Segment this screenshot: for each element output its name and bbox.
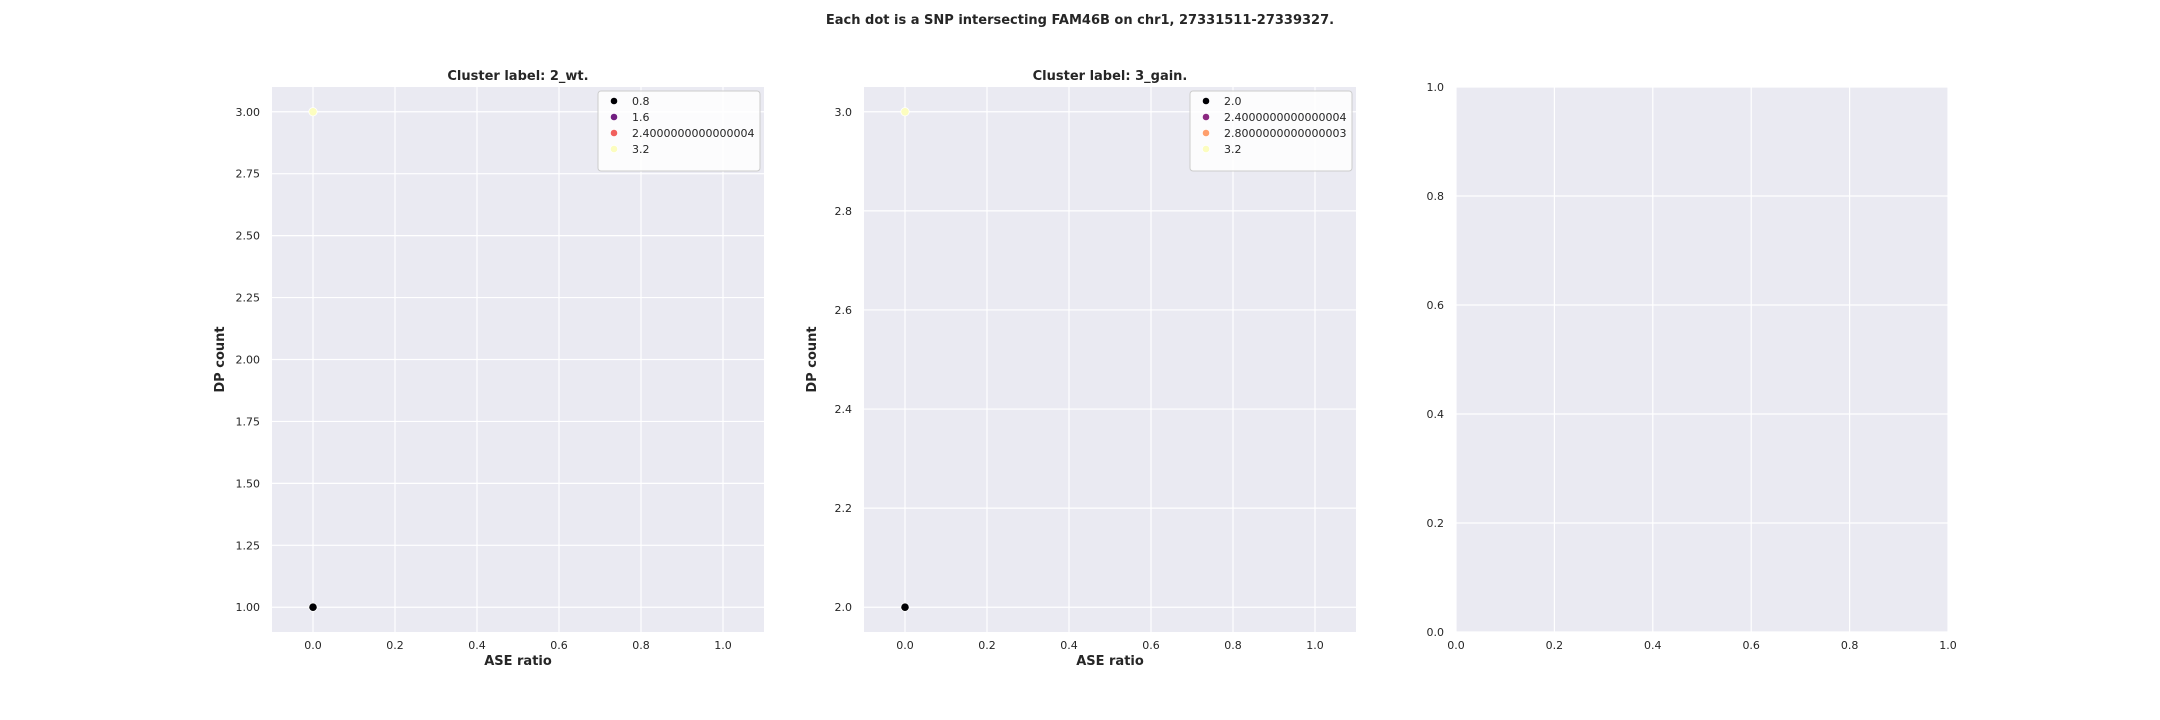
figure-title: Each dot is a SNP intersecting FAM46B on… [826, 13, 1334, 28]
y-tick-label: 1.75 [236, 415, 261, 428]
x-tick-label: 0.8 [632, 639, 650, 652]
legend: 2.0 2.4000000000000004 2.8000000000000003 3… [1189, 90, 1353, 172]
panel-3: 0.0 0.2 0.4 0.6 0.8 1.0 0.0 0.2 0.4 0.6 0.8 1.0 [1427, 81, 1957, 652]
legend-marker [1202, 145, 1210, 153]
legend-marker [610, 145, 618, 153]
legend-box [597, 90, 761, 172]
y-tick-label: 2.6 [835, 304, 853, 317]
y-tick-label: 0.4 [1427, 408, 1445, 421]
data-point [308, 602, 318, 612]
legend-entry-label: 2.0 [1224, 95, 1242, 108]
legend-marker [1202, 113, 1210, 121]
legend-entry-label: 1.6 [632, 111, 650, 124]
y-axis-label: DP count [213, 326, 228, 392]
x-axis-label: ASE ratio [484, 654, 552, 669]
y-tick-label: 2.2 [835, 502, 853, 515]
x-tick-label: 1.0 [1939, 639, 1957, 652]
legend-entry-label: 2.8000000000000003 [1224, 127, 1346, 140]
y-tick-label: 0.6 [1427, 299, 1445, 312]
x-tick-label: 0.2 [1546, 639, 1564, 652]
x-axis-label: ASE ratio [1076, 654, 1144, 669]
x-tick-label: 1.0 [1306, 639, 1324, 652]
legend-box [1189, 90, 1353, 172]
legend-entry-label: 2.4000000000000004 [632, 127, 754, 140]
x-tick-label: 0.6 [1742, 639, 1760, 652]
y-tick-label: 0.0 [1427, 626, 1445, 639]
data-point [308, 107, 318, 117]
legend-marker [610, 97, 618, 105]
y-tick-label: 2.75 [236, 168, 261, 181]
y-tick-label: 2.25 [236, 292, 261, 305]
x-tick-label: 0.4 [468, 639, 486, 652]
y-tick-label: 0.8 [1427, 190, 1445, 203]
y-tick-label: 1.00 [236, 601, 261, 614]
y-tick-label: 2.4 [835, 403, 853, 416]
data-point [900, 107, 910, 117]
x-tick-label: 0.6 [1142, 639, 1160, 652]
y-tick-label: 1.0 [1427, 81, 1445, 94]
plot-area [864, 87, 1356, 632]
legend-entry-label: 0.8 [632, 95, 650, 108]
legend-marker [610, 113, 618, 121]
x-tick-label: 0.8 [1841, 639, 1859, 652]
y-tick-label: 3.0 [835, 106, 853, 119]
x-tick-label: 0.4 [1060, 639, 1078, 652]
panel-2: 0.0 0.2 0.4 0.6 0.8 1.0 2.0 2.2 2.4 2.6 2.8 3.0 Clus… [805, 69, 1356, 669]
data-point [900, 602, 910, 612]
plot-area [1456, 87, 1948, 632]
x-tick-label: 0.2 [386, 639, 404, 652]
y-axis-label: DP count [805, 326, 820, 392]
panel-title: Cluster label: 3_gain. [1033, 69, 1188, 84]
y-tick-label: 2.0 [835, 601, 853, 614]
x-tick-label: 0.4 [1644, 639, 1662, 652]
legend-marker [1202, 129, 1210, 137]
x-tick-label: 0.0 [896, 639, 914, 652]
legend-marker [1202, 97, 1210, 105]
y-tick-label: 0.2 [1427, 517, 1445, 530]
y-tick-label: 1.50 [236, 477, 261, 490]
legend: 0.8 1.6 2.4000000000000004 3.2 [597, 90, 761, 172]
x-tick-label: 0.0 [304, 639, 322, 652]
y-tick-label: 3.00 [236, 106, 261, 119]
x-tick-label: 0.2 [978, 639, 996, 652]
y-tick-label: 2.8 [835, 205, 853, 218]
legend-entry-label: 3.2 [632, 143, 650, 156]
x-tick-label: 0.8 [1224, 639, 1242, 652]
y-tick-label: 2.50 [236, 230, 261, 243]
y-tick-label: 2.00 [236, 354, 261, 367]
x-tick-label: 0.0 [1447, 639, 1465, 652]
legend-marker [610, 129, 618, 137]
y-tick-label: 1.25 [236, 539, 261, 552]
x-tick-label: 1.0 [714, 639, 732, 652]
legend-entry-label: 3.2 [1224, 143, 1242, 156]
panel-1: 0.0 0.2 0.4 0.6 0.8 1.0 1.00 1.25 1.50 1.75 2.00 2.… [213, 69, 764, 669]
panel-title: Cluster label: 2_wt. [447, 69, 588, 84]
x-tick-label: 0.6 [550, 639, 568, 652]
legend-entry-label: 2.4000000000000004 [1224, 111, 1346, 124]
